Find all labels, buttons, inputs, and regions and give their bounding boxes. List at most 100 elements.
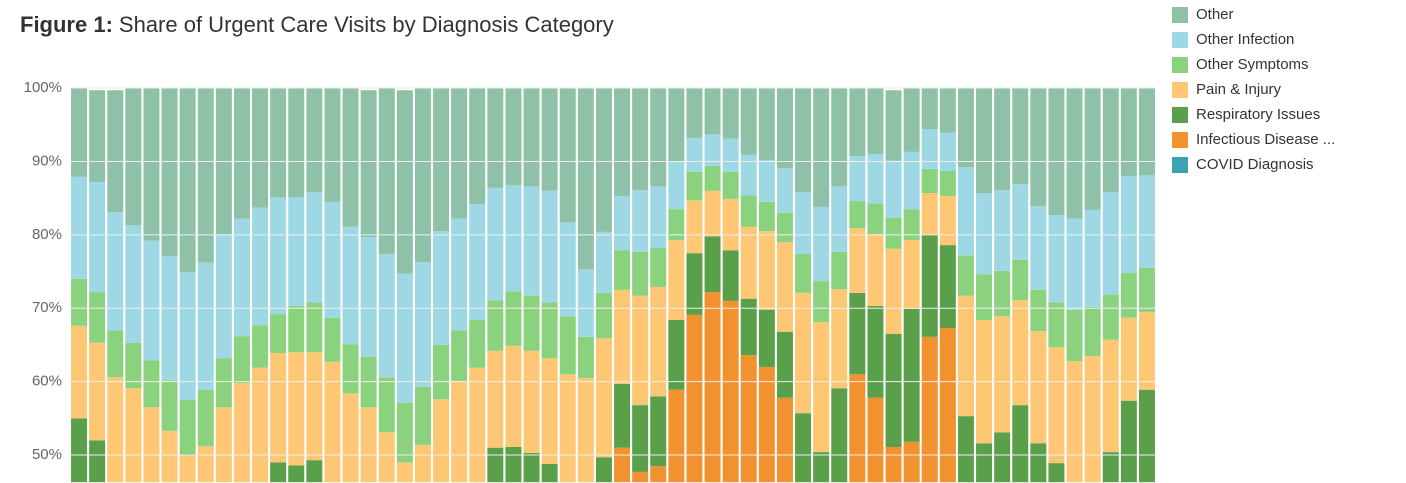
bar-segment	[1120, 176, 1137, 274]
bar-segment	[595, 338, 612, 458]
bar-segment	[668, 319, 685, 390]
bar-segment	[577, 377, 594, 483]
bar-segment	[704, 190, 721, 237]
bar-segment	[976, 443, 993, 483]
bar-segment	[686, 314, 703, 483]
bar-segment	[288, 197, 305, 307]
bar-segment	[668, 209, 685, 240]
bar-segment	[215, 234, 232, 359]
bar-segment	[722, 300, 739, 483]
bar-segment	[921, 129, 938, 169]
bar-segment	[831, 186, 848, 252]
bar-segment	[957, 295, 974, 417]
bar-segment	[378, 88, 395, 254]
bar-segment	[758, 201, 775, 232]
bar-segment	[994, 88, 1011, 191]
bar-segment	[161, 430, 178, 483]
bar-segment	[306, 352, 323, 461]
bar-segment	[885, 333, 902, 447]
bar-segment	[233, 218, 250, 337]
legend-label: Pain & Injury	[1196, 81, 1282, 98]
bar-segment	[885, 160, 902, 218]
bar-segment	[270, 88, 287, 198]
bar-segment	[288, 88, 305, 198]
bar-segment	[71, 278, 88, 326]
y-tick-label: 60%	[32, 373, 62, 390]
bar-segment	[650, 286, 667, 397]
y-tick-label: 80%	[32, 226, 62, 243]
bar-segment	[1048, 88, 1065, 216]
bar-segment	[378, 253, 395, 378]
bar-segment	[469, 204, 486, 320]
bar-segment	[1084, 209, 1101, 307]
bar-segment	[523, 452, 540, 483]
legend-label: Other Symptoms	[1196, 56, 1309, 73]
bar-segment	[252, 367, 269, 483]
bar-segment	[378, 432, 395, 483]
bar-segment	[686, 171, 703, 201]
bar-segment	[1030, 88, 1047, 207]
bar-segment	[740, 298, 757, 356]
bar-segment	[632, 295, 649, 406]
bar-segment	[89, 440, 106, 483]
y-tick-label: 50%	[32, 446, 62, 463]
bar-segment	[179, 88, 196, 273]
bar-segment	[740, 88, 757, 155]
bar-segment	[632, 471, 649, 483]
bar-segment	[125, 225, 142, 343]
bar-segment	[433, 88, 450, 232]
bar-segment	[1084, 355, 1101, 483]
legend-swatch	[1172, 82, 1188, 98]
bar-segment	[903, 209, 920, 240]
bar-segment	[903, 88, 920, 152]
bar-segment	[795, 413, 812, 483]
bar-segment	[903, 239, 920, 309]
bar-segment	[1048, 463, 1065, 483]
bar-segment	[994, 432, 1011, 483]
bar-segment	[632, 405, 649, 472]
bar-segment	[378, 377, 395, 433]
bar-segment	[1138, 311, 1155, 390]
bar-segment	[1012, 184, 1029, 260]
bar-segment	[976, 88, 993, 194]
title-label: Figure 1:	[20, 12, 113, 37]
bar-segment	[233, 336, 250, 384]
bar-segment	[523, 186, 540, 296]
bar-segment	[1012, 405, 1029, 483]
bar-segment	[541, 358, 558, 464]
bar-segment	[994, 270, 1011, 317]
bar-segment	[396, 273, 413, 403]
bar-segment	[559, 88, 576, 223]
bar-segment	[1066, 218, 1083, 310]
bar-segment	[252, 207, 269, 326]
bar-segment	[541, 463, 558, 483]
bar-segment	[650, 186, 667, 249]
bar-segment	[487, 187, 504, 301]
bar-segment	[1102, 294, 1119, 340]
bar-segment	[523, 350, 540, 453]
bar-segment	[270, 462, 287, 483]
bar-segment	[270, 197, 287, 315]
bar-segment	[306, 192, 323, 303]
y-tick-label: 100%	[24, 79, 62, 96]
bar-segment	[614, 447, 631, 483]
bar-segment	[71, 176, 88, 279]
legend-swatch	[1172, 132, 1188, 148]
plot-area	[71, 88, 1155, 483]
bar-segment	[614, 250, 631, 290]
legend-label: Respiratory Issues	[1196, 106, 1320, 123]
bar-segment	[270, 314, 287, 354]
bar-segment	[505, 345, 522, 447]
bar-segment	[505, 184, 522, 292]
bar-segment	[107, 212, 124, 331]
bar-segment	[849, 374, 866, 483]
bar-segment	[125, 342, 142, 389]
bar-segment	[722, 138, 739, 172]
bar-segment	[1030, 443, 1047, 483]
bar-segment	[541, 302, 558, 359]
legend-label: Other Infection	[1196, 31, 1294, 48]
bar-segment	[523, 295, 540, 351]
bar-segment	[758, 231, 775, 310]
bar-segment	[704, 165, 721, 191]
